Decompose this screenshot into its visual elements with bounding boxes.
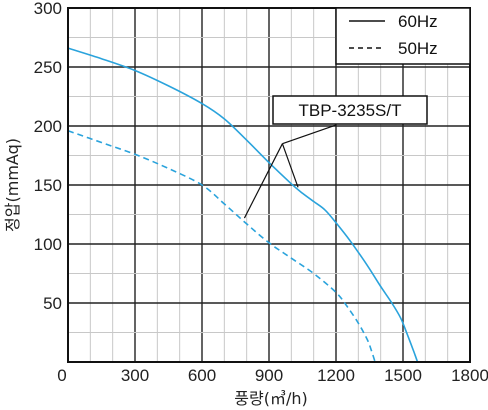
annotation-leader-60hz bbox=[281, 143, 299, 188]
y-axis-label: 정압(mmAq) bbox=[3, 138, 22, 232]
annotation-label: TBP-3235S/T bbox=[299, 101, 402, 120]
y-tick-label-200: 200 bbox=[34, 117, 62, 136]
legend: 60Hz 50Hz bbox=[335, 7, 471, 65]
x-tick-label-1800: 1800 bbox=[451, 366, 488, 385]
tick-labels: 0 300 600 900 1200 1500 1800 50 100 150 200 250 300 bbox=[34, 0, 488, 385]
x-tick-label-1200: 1200 bbox=[317, 366, 355, 385]
series-line-60hz bbox=[67, 47, 419, 363]
x-tick-label-0: 0 bbox=[57, 366, 66, 385]
series-layer bbox=[67, 47, 419, 363]
legend-box bbox=[335, 7, 471, 65]
model-annotation: TBP-3235S/T bbox=[243, 95, 428, 219]
x-axis-label: 풍량(㎥/h) bbox=[234, 389, 307, 408]
annotation-box bbox=[272, 95, 428, 125]
plot-frame bbox=[67, 7, 471, 363]
y-tick-label-300: 300 bbox=[34, 0, 62, 18]
y-tick-label-50: 50 bbox=[43, 294, 62, 313]
y-tick-label-100: 100 bbox=[34, 235, 62, 254]
x-tick-label-900: 900 bbox=[255, 366, 283, 385]
legend-label-60hz: 60Hz bbox=[398, 12, 438, 31]
x-tick-label-1500: 1500 bbox=[384, 366, 422, 385]
x-tick-label-300: 300 bbox=[121, 366, 149, 385]
annotation-leader-upper bbox=[282, 124, 337, 145]
y-tick-label-150: 150 bbox=[34, 176, 62, 195]
grid bbox=[68, 8, 470, 362]
legend-label-50hz: 50Hz bbox=[398, 39, 438, 58]
annotation-leader-50hz bbox=[243, 143, 283, 219]
x-tick-label-600: 600 bbox=[188, 366, 216, 385]
y-tick-label-250: 250 bbox=[34, 58, 62, 77]
series-line-50hz bbox=[67, 129, 376, 363]
